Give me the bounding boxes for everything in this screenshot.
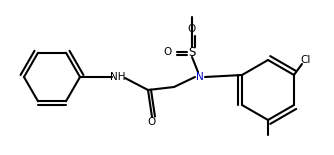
Text: O: O	[164, 47, 172, 57]
Text: O: O	[148, 117, 156, 127]
Text: N: N	[196, 72, 204, 82]
Text: O: O	[188, 24, 196, 34]
Text: NH: NH	[110, 72, 126, 82]
Text: S: S	[188, 46, 196, 58]
Text: Cl: Cl	[301, 55, 311, 65]
